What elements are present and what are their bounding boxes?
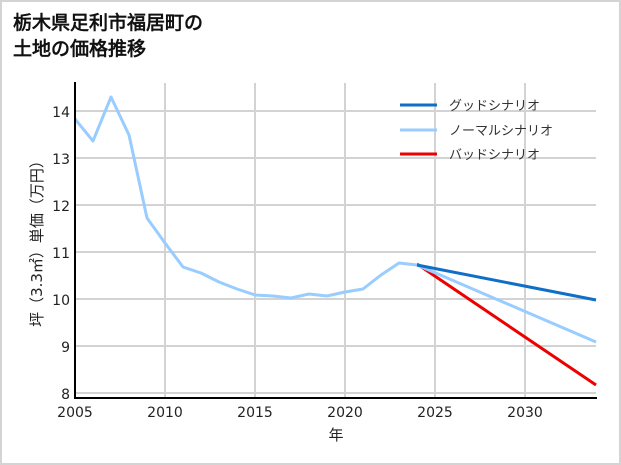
y-tick-11: 11	[52, 246, 70, 262]
legend-item-normal: ノーマルシナリオ	[400, 124, 553, 139]
y-tick-9: 9	[61, 340, 70, 356]
x-tick-labels: 2005 2010 2015 2020 2025 2030	[57, 405, 543, 421]
y-tick-12: 12	[52, 199, 70, 215]
legend: グッドシナリオ ノーマルシナリオ バッドシナリオ	[400, 99, 553, 163]
series-bad-scenario	[416, 262, 597, 387]
y-axis-label: 坪（3.3㎡）単価（万円）	[28, 153, 46, 327]
series-good-scenario	[416, 263, 597, 302]
series-normal-scenario	[73, 95, 597, 344]
x-tick-2005: 2005	[57, 405, 93, 421]
y-tick-14: 14	[52, 105, 70, 121]
y-tick-10: 10	[52, 293, 70, 309]
legend-item-bad: バッドシナリオ	[400, 148, 540, 163]
legend-label-bad: バッドシナリオ	[449, 148, 540, 163]
x-tick-2015: 2015	[237, 405, 273, 421]
chart-title-line1: 栃木県足利市福居町の	[13, 12, 204, 34]
x-axis-label: 年	[328, 426, 343, 444]
y-tick-8: 8	[61, 387, 70, 403]
chart-title: 栃木県足利市福居町の 土地の価格推移	[13, 10, 203, 62]
legend-label-good: グッドシナリオ	[449, 99, 540, 114]
y-tick-13: 13	[52, 152, 70, 168]
grid	[75, 83, 596, 398]
x-tick-2010: 2010	[147, 405, 183, 421]
y-tick-labels: 8 9 10 11 12 13 14	[52, 105, 70, 403]
legend-label-normal: ノーマルシナリオ	[449, 124, 553, 139]
x-tick-2020: 2020	[327, 405, 363, 421]
x-tick-2025: 2025	[417, 405, 453, 421]
x-tick-2030: 2030	[507, 405, 543, 421]
chart-title-line2: 土地の価格推移	[13, 38, 147, 60]
legend-item-good: グッドシナリオ	[400, 99, 540, 114]
